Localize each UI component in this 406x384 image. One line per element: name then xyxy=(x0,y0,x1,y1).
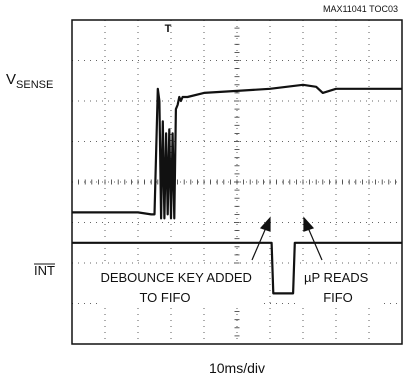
int-trace xyxy=(72,241,402,295)
debounce-label-background xyxy=(98,266,260,306)
vsense-main-text: V xyxy=(6,71,16,88)
vsense-channel-label: VSENSE xyxy=(6,71,53,91)
vsense-subscript: SENSE xyxy=(16,79,53,91)
debounce-line-1: DEBOUNCE KEY ADDED xyxy=(100,270,251,285)
vsense-trace xyxy=(72,83,402,220)
up-reads-line-1: µP READS xyxy=(304,270,369,285)
int-channel-label: INT xyxy=(34,263,55,278)
plot-frame xyxy=(71,19,403,345)
debounce-annotation: DEBOUNCE KEY ADDED TO FIFO xyxy=(100,270,255,305)
annotation-arrows xyxy=(251,216,323,261)
x-scale-label: 10ms/div xyxy=(209,360,265,376)
up-reads-label-background xyxy=(300,266,380,306)
debounce-arrowhead xyxy=(259,216,271,232)
traces xyxy=(72,83,402,295)
trigger-marker: T xyxy=(165,23,172,35)
up-reads-line-2: FIFO xyxy=(323,290,353,305)
figure-id-label: MAX11041 TOC03 xyxy=(323,4,398,14)
debounce-line-2: TO FIFO xyxy=(139,290,190,305)
up-reads-arrowhead xyxy=(303,216,315,232)
up-reads-annotation: µP READS FIFO xyxy=(304,270,372,305)
